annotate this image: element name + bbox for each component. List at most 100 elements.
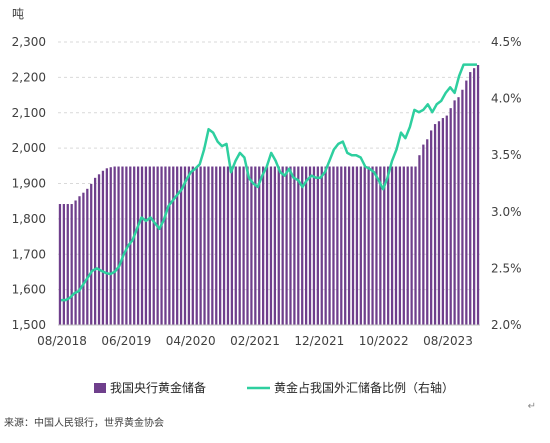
gold-reserve-bar [74,200,77,325]
gold-reserve-bar [148,166,151,325]
gold-reserve-bar [422,144,425,325]
gold-reserve-bar [328,166,331,325]
gold-reserve-bar [340,166,343,325]
left-tick-label: 2,300 [12,35,46,49]
gold-reserve-bar [398,166,402,325]
gold-reserve-bar [426,139,429,325]
gold-reserve-bar [265,166,269,325]
x-tick-label: 04/2020 [166,334,216,348]
paragraph-mark: ↵ [527,401,536,412]
gold-reserve-bar [273,166,276,325]
gold-reserve-bar [66,204,69,325]
gold-reserve-bar [324,166,327,325]
gold-reserve-bar [133,166,136,325]
gold-reserve-bar [289,166,292,325]
gold-reserve-bar [281,166,284,325]
gold-reserve-bar [246,166,249,325]
gold-reserve-bar [304,166,308,325]
gold-reserve-bar [285,166,288,325]
gold-reserve-bar [238,166,241,325]
right-tick-label: 3.0% [491,205,522,219]
gold-reserve-bar [62,204,65,325]
gold-reserve-bar [230,166,234,325]
gold-share-line [61,63,477,302]
gold-reserve-bar [316,166,319,325]
right-tick-label: 3.5% [491,148,522,162]
gold-reserve-bar [359,166,362,325]
gold-reserve-bar [144,166,148,325]
left-tick-label: 1,500 [12,318,46,332]
gold-reserve-bar [465,80,468,325]
gold-reserve-bar [93,177,97,325]
gold-reserve-bar [109,167,112,325]
gold-reserve-bar [164,166,167,325]
gold-reserve-bar [156,166,159,325]
gold-reserve-bar [367,166,370,325]
gold-reserve-bar [203,166,206,325]
gold-reserve-bar [308,166,312,325]
gold-reserve-bar [129,166,132,325]
gold-reserve-bar [82,192,85,325]
gold-reserve-bar [140,166,144,325]
right-tick-label: 2.0% [491,318,522,332]
gold-reserve-bar [160,166,163,325]
gold-reserve-bar [113,166,116,325]
gold-reserve-bar [363,166,366,325]
gold-reserve-bar [390,166,394,325]
gold-reserve-bar [394,166,398,325]
gold-reserve-bar [226,166,230,325]
gold-reserve-bar [58,204,62,325]
gold-reserve-bar [242,166,245,325]
gold-reserve-bar [172,166,175,325]
gold-reserve-bar [121,166,124,325]
x-tick-label: 06/2019 [101,334,151,348]
gold-reserve-bar [234,166,237,325]
gold-reserve-bar [406,166,409,325]
gold-reserve-bar [258,166,261,325]
x-tick-label: 08/2023 [423,334,473,348]
gold-reserve-bar [344,166,347,325]
bar-series [58,64,480,326]
gold-reserve-bar [473,68,476,326]
gold-reserve-bar [430,130,433,325]
legend-line-label: 黄金占我国外汇储备比例（右轴） [274,380,454,395]
gold-reserve-bar [211,166,214,325]
right-y-axis: 2.0% 2.5% 3.0% 3.5% 4.0% 4.5% [491,35,522,332]
gold-reserve-bar [168,166,171,325]
gold-reserve-bar [476,64,480,326]
left-tick-label: 2,000 [12,141,46,155]
gold-reserve-bar [453,100,456,326]
gold-reserve-bar [215,166,218,325]
gridlines [58,41,480,291]
source-note: 来源：中国人民银行，世界黄金协会 [4,418,164,429]
gold-reserve-bar [195,166,198,325]
gold-reserve-bar [105,168,108,325]
left-y-axis: 1,500 1,600 1,700 1,800 1,900 2,000 2,100 2,200… [12,35,46,332]
gold-reserve-bar [97,174,101,325]
gold-reserve-bar [301,166,304,325]
gold-reserve-bar [375,166,378,325]
gold-reserve-bar [449,108,452,326]
gold-reserve-bar [101,170,105,325]
left-tick-label: 2,100 [12,106,46,120]
left-axis-unit: 吨 [12,7,24,21]
gold-reserve-bar [219,166,222,325]
right-tick-label: 4.5% [491,35,522,49]
gold-reserve-bar [222,166,226,325]
gold-reserve-bar [293,166,296,325]
x-tick-label: 08/2018 [37,334,87,348]
x-tick-label: 02/2021 [230,334,280,348]
gold-reserve-bar [418,155,421,325]
gold-reserve-bar [176,166,179,325]
gold-reserve-bar [437,121,441,326]
line-series [61,63,477,302]
gold-reserve-bar [371,166,374,325]
gold-reserve-bar [347,166,351,325]
gold-reserve-bar [125,166,128,325]
legend-bar-swatch [94,383,106,393]
gold-reserve-bar [433,124,437,325]
gold-reserve-bar [136,166,140,325]
gold-reserve-bar [152,166,155,325]
gold-reserve-bar [469,72,472,325]
x-tick-label: 12/2021 [294,334,344,348]
